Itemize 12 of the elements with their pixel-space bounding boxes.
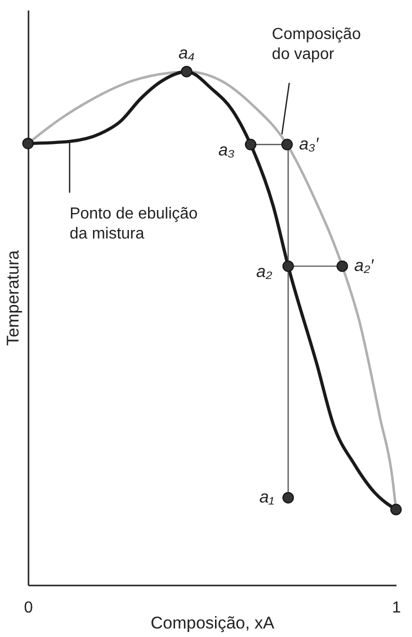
x-tick-label: 0 xyxy=(24,600,34,616)
annotation: a₄ xyxy=(178,44,195,63)
y-axis-title: Temperatura xyxy=(4,250,22,346)
annotation: a₁ xyxy=(259,488,274,507)
annotation: a₃ xyxy=(218,140,235,160)
x-tick-label: 1 xyxy=(392,600,402,616)
annotation: a₃′ xyxy=(299,134,320,154)
annotation: Ponto de ebulição da mistura xyxy=(70,205,198,242)
annotation: Composição do vapor xyxy=(272,26,361,64)
annotation: a₂ xyxy=(256,262,273,282)
x-axis-title: Composição, xA xyxy=(150,614,276,632)
annotation: a₂′ xyxy=(354,256,374,276)
